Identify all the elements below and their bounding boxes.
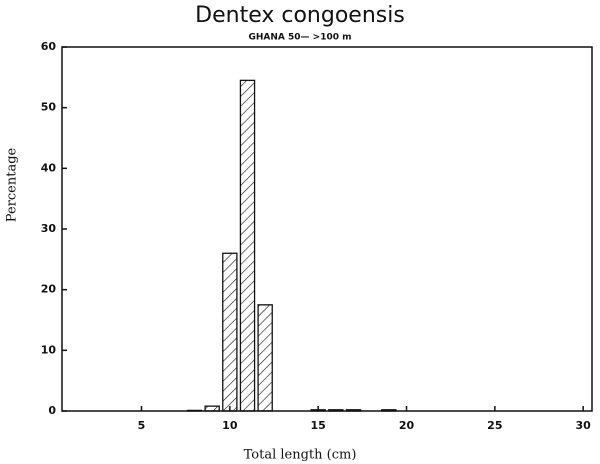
- bar: [239, 79, 256, 412]
- x-tick-label: 10: [222, 419, 238, 432]
- y-axis-label: Percentage: [5, 147, 20, 222]
- bar: [310, 409, 326, 412]
- bar: [257, 304, 273, 412]
- bar: [381, 409, 397, 412]
- y-tick-label: 30: [41, 222, 57, 235]
- y-tick-label: 10: [41, 343, 57, 356]
- x-tick-label: 30: [576, 419, 592, 432]
- bar: [222, 252, 238, 412]
- x-tick-label: 15: [311, 419, 326, 432]
- x-tick-label: 25: [487, 419, 502, 432]
- bar: [328, 409, 344, 412]
- bar: [186, 409, 203, 412]
- x-tick-label: 5: [138, 419, 146, 432]
- bar: [204, 405, 220, 412]
- y-tick-label: 40: [41, 161, 57, 174]
- y-tick-label: 0: [48, 404, 56, 417]
- plot-frame: [61, 46, 593, 412]
- y-tick-label: 50: [41, 101, 57, 114]
- y-tick-label: 20: [41, 283, 57, 296]
- x-tick-label: 20: [399, 419, 415, 432]
- bar: [345, 409, 362, 412]
- chart-title: Dentex congoensis: [195, 3, 405, 28]
- chart-subtitle: GHANA 50— >100 m: [248, 33, 351, 43]
- y-tick-label: 60: [41, 40, 57, 53]
- x-axis-label: Total length (cm): [244, 448, 357, 463]
